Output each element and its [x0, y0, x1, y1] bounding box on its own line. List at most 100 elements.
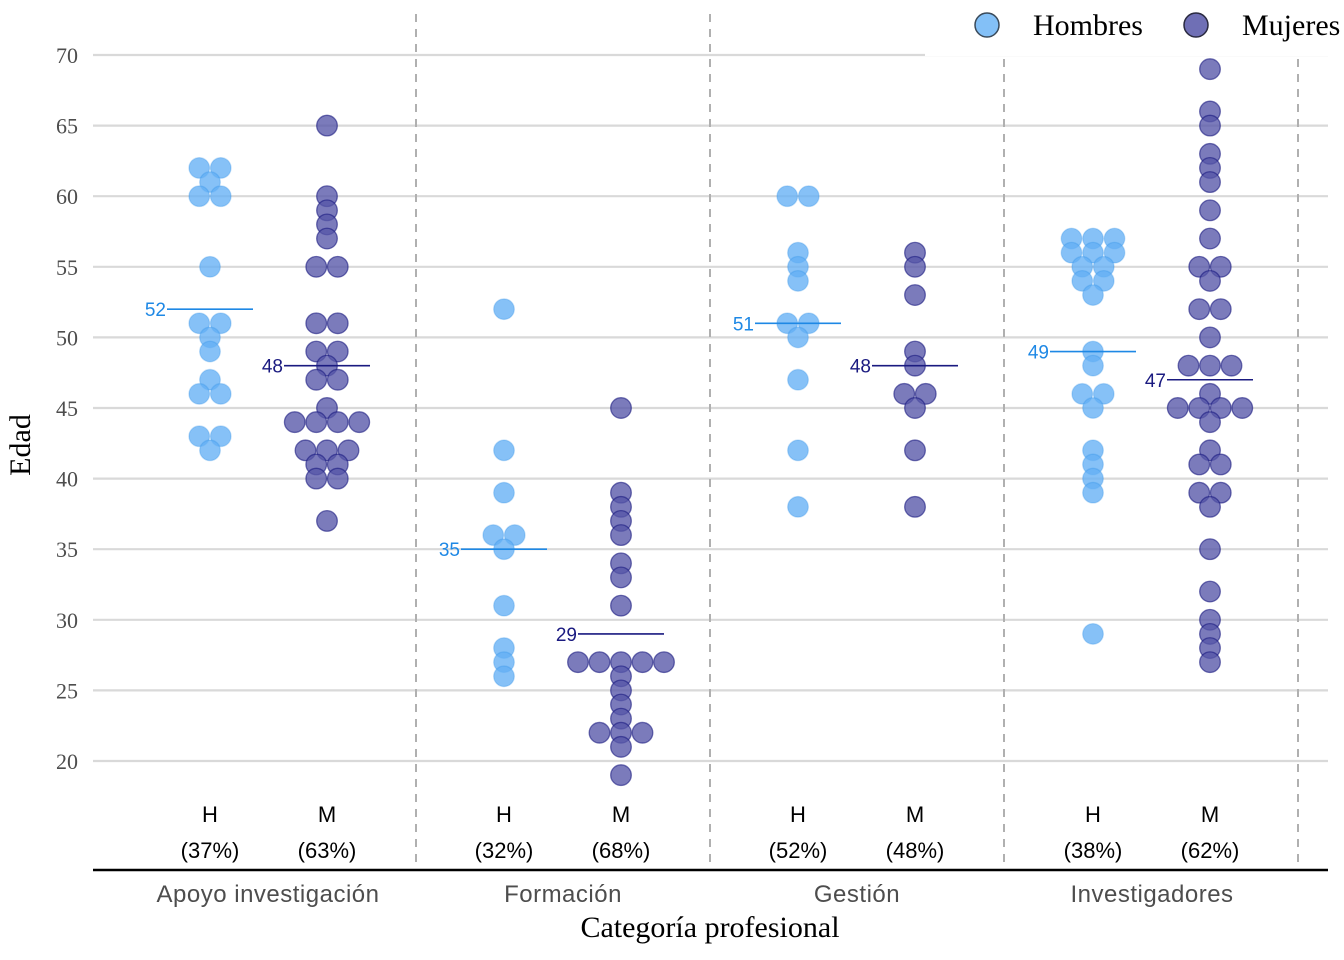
point-m-1-18	[348, 411, 371, 434]
point-h-0-10	[199, 368, 221, 391]
point-h-6-14	[1092, 382, 1115, 405]
point-m-3-19	[631, 721, 654, 744]
point-m-5-8	[904, 439, 926, 462]
point-h-2-2	[493, 481, 515, 504]
point-h-4-8	[787, 368, 809, 391]
group-pct-label-0: (37%)	[181, 838, 240, 863]
mean-label-1: 48	[262, 357, 283, 378]
group-sex-label-7: M	[1201, 802, 1219, 827]
group-sex-label-6: H	[1085, 802, 1101, 827]
group-labels: H (37%) M (63%) H (32%) M (68%) H (52%) M (48%) H (38…	[181, 802, 1240, 863]
group-pct-label-7: (62%)	[1181, 838, 1240, 863]
point-m-7-29	[1199, 538, 1221, 561]
point-h-4-7	[787, 326, 809, 349]
point-h-4-4	[787, 269, 809, 292]
point-m-3-7	[610, 594, 632, 617]
group-sex-label-0: H	[202, 802, 218, 827]
point-h-6-20	[1082, 622, 1104, 645]
y-tick-label-25: 25	[56, 678, 78, 703]
group-pct-label-1: (63%)	[298, 838, 357, 863]
point-h-4-0	[776, 185, 799, 208]
data-points	[188, 58, 1254, 787]
point-h-6-12	[1082, 354, 1104, 377]
mean-label-4: 51	[733, 314, 754, 335]
y-tick-label-70: 70	[56, 43, 78, 68]
mean-label-2: 35	[439, 540, 460, 561]
point-h-6-4	[1082, 241, 1104, 264]
point-m-7-30	[1199, 580, 1221, 603]
group-pct-label-2: (32%)	[475, 838, 534, 863]
point-h-2-1	[493, 439, 515, 462]
point-h-4-1	[797, 185, 820, 208]
category-label-1: Formación	[504, 881, 622, 908]
point-m-1-6	[326, 255, 349, 278]
point-m-7-24	[1188, 453, 1211, 476]
point-m-7-22	[1199, 411, 1221, 434]
y-tick-label-50: 50	[56, 325, 78, 350]
legend-swatch-mujeres	[1183, 12, 1209, 38]
mean-label-5: 48	[850, 357, 871, 378]
legend: Hombres Mujeres	[925, 0, 1344, 56]
point-m-7-11	[1188, 298, 1211, 321]
point-m-5-7	[904, 397, 926, 419]
legend-label-hombres: Hombres	[1033, 9, 1143, 42]
category-label-3: Investigadores	[1070, 881, 1233, 908]
group-sex-label-1: M	[318, 802, 336, 827]
point-h-4-9	[787, 439, 809, 462]
point-m-1-24	[305, 467, 328, 490]
point-h-6-19	[1082, 481, 1104, 504]
point-h-6-15	[1082, 397, 1104, 419]
point-m-1-16	[305, 411, 328, 434]
point-m-7-5	[1199, 171, 1221, 194]
point-m-3-8	[567, 651, 589, 674]
point-h-0-11	[188, 382, 211, 405]
point-m-1-25	[326, 467, 349, 490]
point-m-7-28	[1199, 495, 1221, 518]
point-m-7-18	[1166, 397, 1189, 419]
point-m-3-20	[610, 735, 632, 758]
point-m-7-15	[1199, 354, 1221, 377]
point-m-1-13	[326, 368, 349, 391]
point-m-3-9	[588, 651, 611, 674]
point-m-3-0	[610, 397, 632, 419]
point-m-1-12	[305, 368, 328, 391]
y-tick-label-60: 60	[56, 184, 78, 209]
y-tick-label-65: 65	[56, 114, 78, 139]
point-m-7-10	[1199, 269, 1221, 292]
point-h-0-3	[188, 185, 211, 208]
point-m-1-26	[316, 510, 338, 532]
point-m-7-34	[1199, 651, 1221, 674]
y-axis-title: Edad	[4, 414, 37, 476]
point-m-7-13	[1199, 326, 1221, 349]
mean-markers: 52 48 35 29 51 48 49 47	[145, 300, 1253, 646]
point-h-4-10	[787, 495, 809, 518]
mean-label-6: 49	[1028, 343, 1049, 364]
point-h-2-4	[503, 524, 526, 547]
point-h-6-10	[1082, 284, 1104, 306]
point-m-1-17	[326, 411, 349, 434]
point-m-1-4	[316, 227, 338, 250]
y-tick-label-40: 40	[56, 467, 78, 492]
category-label-0: Apoyo investigación	[157, 881, 380, 908]
point-h-0-9	[199, 340, 221, 363]
legend-label-mujeres: Mujeres	[1242, 9, 1340, 42]
point-m-7-25	[1209, 453, 1232, 476]
legend-swatch-hombres	[974, 12, 1000, 38]
group-pct-label-4: (52%)	[769, 838, 828, 863]
point-h-2-3	[482, 524, 505, 547]
group-sex-label-3: M	[612, 802, 630, 827]
point-m-3-21	[610, 764, 632, 787]
point-m-5-9	[904, 495, 926, 518]
point-m-1-0	[316, 114, 338, 137]
point-m-7-21	[1231, 397, 1254, 419]
point-m-5-2	[904, 284, 926, 306]
mean-label-7: 47	[1145, 371, 1166, 392]
point-h-0-7	[209, 312, 232, 335]
point-h-0-2	[199, 171, 221, 194]
y-tick-label-35: 35	[56, 537, 78, 562]
x-axis-title: Categoría profesional	[580, 911, 839, 944]
point-m-5-1	[904, 255, 926, 278]
point-h-6-8	[1071, 269, 1094, 292]
point-m-1-7	[305, 312, 328, 335]
